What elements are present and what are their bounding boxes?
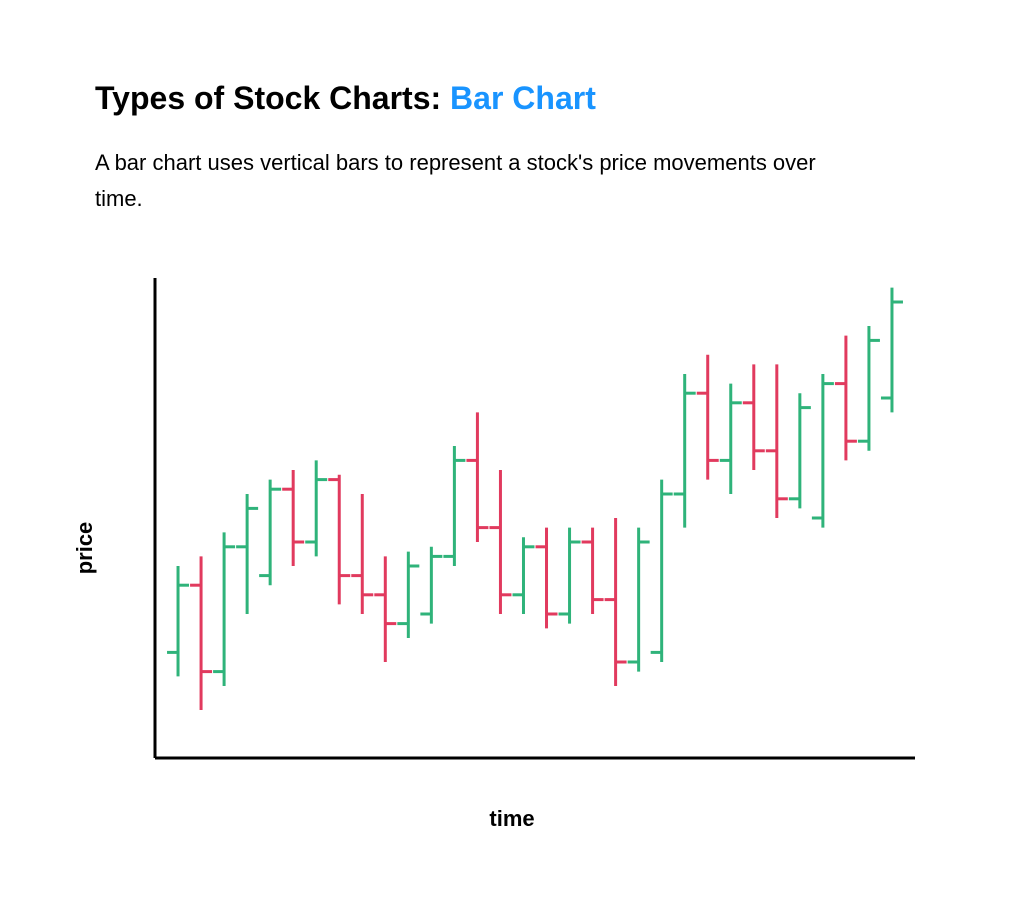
page-title: Types of Stock Charts: Bar Chart bbox=[95, 80, 929, 117]
title-prefix: Types of Stock Charts: bbox=[95, 80, 450, 116]
chart-description: A bar chart uses vertical bars to repres… bbox=[95, 145, 855, 218]
x-axis-label: time bbox=[489, 806, 534, 832]
chart-container: price time bbox=[95, 278, 929, 818]
y-axis-label: price bbox=[72, 521, 98, 574]
ohlc-chart bbox=[95, 278, 925, 798]
title-accent: Bar Chart bbox=[450, 80, 596, 116]
